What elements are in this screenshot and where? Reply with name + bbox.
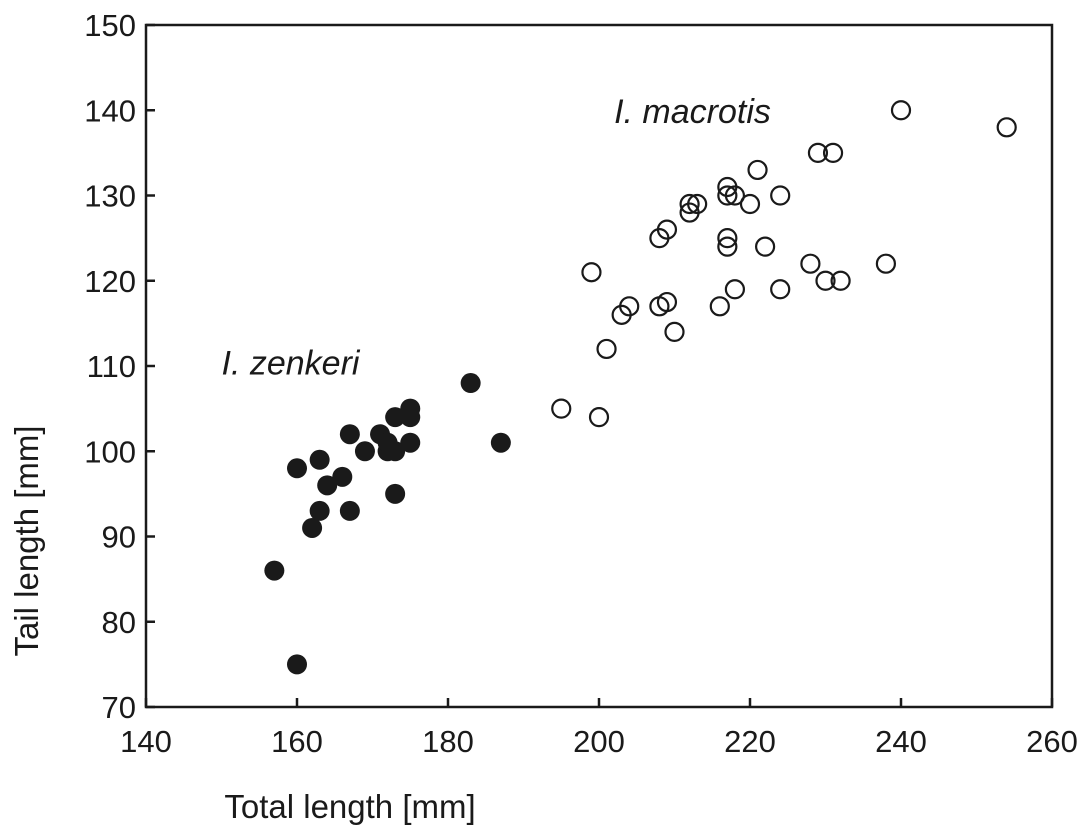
macrotis-point (711, 297, 729, 315)
macrotis-point (801, 255, 819, 273)
x-tick-label: 160 (271, 724, 323, 759)
species-annotation: I. macrotis (614, 93, 771, 131)
x-axis-title: Total length [mm] (224, 788, 475, 825)
zenkeri-point (491, 433, 511, 453)
y-tick-label: 110 (87, 349, 136, 384)
macrotis-point (726, 280, 744, 298)
zenkeri-point (332, 467, 352, 487)
zenkeri-point (400, 433, 420, 453)
x-tick-label: 180 (422, 724, 474, 759)
x-tick-label: 240 (875, 724, 927, 759)
zenkeri-point (310, 501, 330, 521)
annotations: I. macrotis I. zenkeri (222, 93, 771, 382)
macrotis-point (892, 101, 910, 119)
x-tick-label: 140 (120, 724, 172, 759)
x-tick-label: 220 (724, 724, 776, 759)
y-tick-label: 70 (102, 690, 136, 725)
zenkeri-point (302, 518, 322, 538)
data-points (264, 101, 1015, 674)
macrotis-point (666, 323, 684, 341)
x-tick-label: 260 (1026, 724, 1078, 759)
macrotis-point (771, 280, 789, 298)
y-axis-title: Tail length [mm] (8, 425, 45, 656)
y-tick-label: 120 (84, 264, 136, 299)
macrotis-point (756, 238, 774, 256)
zenkeri-point (385, 484, 405, 504)
macrotis-point (590, 408, 608, 426)
zenkeri-point (340, 501, 360, 521)
zenkeri-point (340, 424, 360, 444)
macrotis-point (598, 340, 616, 358)
y-axis: 70 80 90 100 110 120 130 140 150 (84, 8, 155, 725)
y-tick-label: 100 (84, 434, 136, 469)
macrotis-point (552, 400, 570, 418)
zenkeri-point (461, 373, 481, 393)
macrotis-point (582, 263, 600, 281)
y-tick-label: 80 (102, 605, 136, 640)
zenkeri-point (287, 654, 307, 674)
macrotis-point (741, 195, 759, 213)
macrotis-point (877, 255, 895, 273)
y-tick-label: 90 (102, 520, 136, 555)
zenkeri-point (264, 561, 284, 581)
zenkeri-point (287, 458, 307, 478)
zenkeri-point (310, 450, 330, 470)
macrotis-point (998, 118, 1016, 136)
y-tick-label: 140 (84, 93, 136, 128)
species-annotation: I. zenkeri (222, 345, 361, 383)
zenkeri-point (355, 441, 375, 461)
y-tick-label: 130 (84, 179, 136, 214)
x-tick-label: 200 (573, 724, 625, 759)
y-tick-label: 150 (84, 8, 136, 43)
macrotis-point (749, 161, 767, 179)
zenkeri-point (400, 399, 420, 419)
macrotis-point (771, 187, 789, 205)
